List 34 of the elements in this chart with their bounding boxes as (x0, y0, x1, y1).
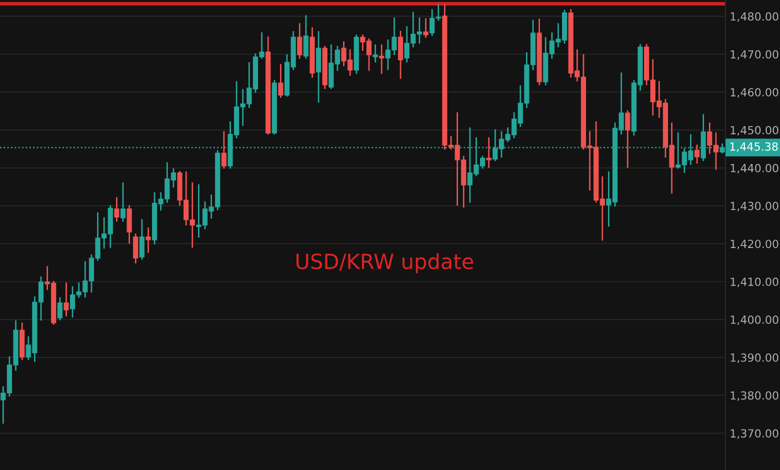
y-tick-label: 1,420.00 (730, 240, 778, 250)
candlestick (114, 197, 120, 222)
y-tick-label: 1,480.00 (730, 12, 778, 22)
candlestick (297, 23, 302, 59)
y-tick-label: 1,370.00 (730, 429, 778, 439)
candlestick (625, 110, 630, 168)
y-tick-label: 1,400.00 (730, 316, 778, 326)
ref-line-label: 1,445.38 (730, 142, 778, 152)
candlestick (372, 44, 378, 62)
candlestick (133, 234, 138, 264)
annotation: USD/KRW update (296, 253, 474, 274)
y-tick-label: 1,470.00 (730, 50, 778, 60)
candlestick (120, 182, 126, 222)
candlestick (64, 282, 69, 316)
candlestick (139, 219, 144, 260)
candlestick (126, 205, 132, 244)
y-tick-label: 1,460.00 (730, 88, 778, 98)
y-tick-label: 1,450.00 (730, 126, 778, 136)
candlestick (221, 131, 226, 169)
candlestick (379, 44, 384, 74)
candlestick (398, 30, 404, 79)
y-tick-label: 1,430.00 (730, 202, 778, 212)
candlestick (486, 137, 492, 168)
candlestick (423, 18, 428, 38)
candlestick (303, 15, 308, 59)
candlestick (278, 64, 284, 98)
candlestick (316, 31, 322, 103)
y-tick-label: 1,410.00 (730, 278, 778, 288)
y-tick-label: 1,380.00 (730, 391, 778, 401)
candlestick (57, 297, 62, 320)
y-tick-label: 1,390.00 (730, 353, 778, 363)
y-tick-label: 1,440.00 (730, 164, 778, 174)
candlestick (694, 144, 700, 164)
candlestick (146, 227, 151, 253)
